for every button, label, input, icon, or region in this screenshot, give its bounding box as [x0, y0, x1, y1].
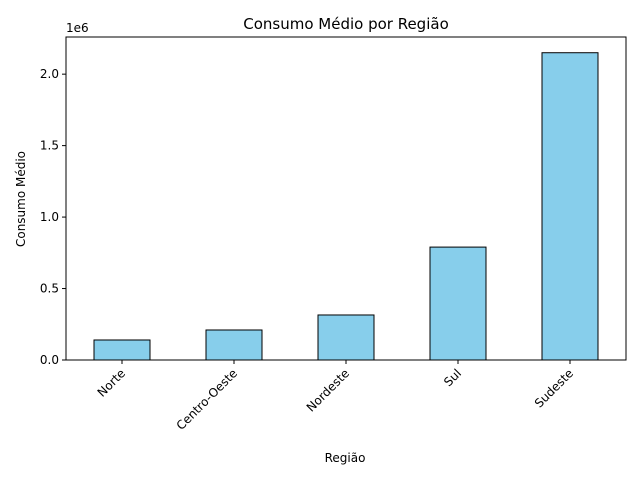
bar-sul [429, 246, 487, 361]
chart-title: Consumo Médio por Região [243, 15, 449, 33]
y-axis-label: Consumo Médio [14, 151, 28, 247]
x-tick-label: Norte [95, 366, 128, 399]
x-tick-label: Sul [441, 366, 464, 389]
x-axis-label: Região [325, 451, 366, 465]
x-tick-label: Sudeste [532, 366, 576, 410]
y-tick-label: 1.5 [40, 139, 59, 153]
bar-centro-oeste [205, 329, 263, 361]
y-tick-label: 0.0 [40, 353, 59, 367]
x-tick-label: Centro-Oeste [174, 366, 241, 433]
y-tick-label: 0.5 [40, 282, 59, 296]
y-axis-offset-label: 1e6 [66, 21, 89, 35]
plot-area: 0.0 0.5 1.0 1.5 2.0 Norte Centro-Oeste Nordeste… [40, 36, 627, 433]
x-tick-label: Nordeste [304, 366, 352, 414]
bar-sudeste [541, 52, 599, 361]
bar-nordeste [317, 314, 375, 361]
bar-norte [93, 339, 151, 361]
y-tick-label: 2.0 [40, 67, 59, 81]
y-tick-label: 1.0 [40, 210, 59, 224]
